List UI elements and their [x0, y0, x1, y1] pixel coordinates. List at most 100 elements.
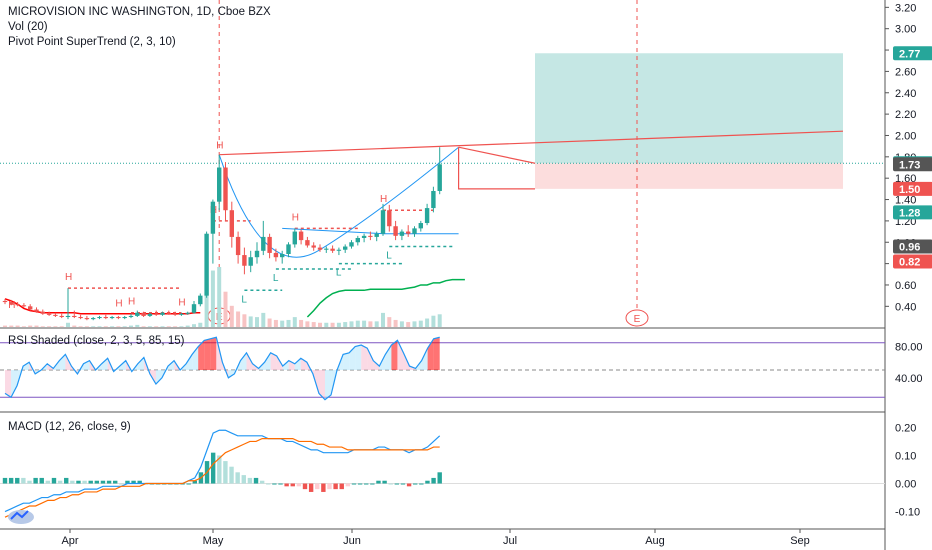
macd-histogram-bar — [357, 483, 363, 485]
volume-bar — [343, 322, 348, 327]
pivot-high-label: H — [178, 298, 185, 309]
volume-bar — [437, 314, 442, 327]
macd-histogram-bar — [229, 466, 234, 484]
macd-tick-label: 0.10 — [895, 450, 916, 462]
macd-tick-label: 0.00 — [895, 479, 916, 491]
volume-legend[interactable]: Vol (20) — [8, 21, 48, 33]
candle-body — [412, 228, 417, 234]
rsi-shade — [349, 346, 356, 370]
volume-bar — [261, 312, 266, 327]
volume-bar — [273, 319, 278, 327]
volume-bar — [324, 322, 329, 327]
rsi-tick-label: 80.00 — [895, 342, 923, 354]
price-tick-label: 2.20 — [895, 109, 916, 121]
macd-legend: MACD (12, 26, close, 9) — [8, 420, 131, 435]
candle-body — [267, 236, 272, 253]
candle-body — [166, 312, 171, 314]
candle-body — [65, 315, 71, 317]
candle-body — [254, 250, 260, 258]
candle-body — [172, 313, 178, 315]
candle-body — [198, 295, 203, 305]
macd-histogram-bar — [266, 483, 271, 485]
volume-bar — [412, 321, 417, 327]
candle-body — [154, 313, 159, 315]
supertrend-legend[interactable]: Pivot Point SuperTrend (2, 3, 10) — [8, 36, 176, 48]
macd-histogram-bar — [210, 452, 216, 484]
candle-body — [109, 317, 115, 319]
candle-body — [229, 210, 234, 237]
macd-histogram-bar — [88, 480, 93, 484]
rsi-shade — [155, 370, 162, 385]
price-badge — [893, 157, 932, 172]
candle-body — [217, 167, 222, 202]
macd-line — [4, 429, 441, 513]
macd-histogram-bar — [186, 483, 191, 485]
macd-histogram-bar — [33, 477, 38, 484]
candle-body — [431, 191, 436, 209]
price-badge-label: 2.77 — [899, 48, 920, 60]
candle-body — [147, 313, 153, 316]
tradingview-logo-icon[interactable] — [6, 507, 36, 525]
macd-histogram-bar — [333, 483, 338, 490]
candle-body — [305, 240, 310, 246]
volume-bar — [418, 320, 423, 327]
volume-bar — [311, 322, 316, 327]
supertrend-up-line — [306, 278, 465, 318]
pivot-low-label: L — [386, 251, 392, 262]
macd-histogram-bar — [223, 461, 228, 484]
macd-histogram-bar — [57, 480, 63, 484]
candle-body — [418, 223, 423, 229]
volume-bar — [72, 325, 77, 327]
volume-bar — [425, 318, 430, 327]
volume-bar — [141, 326, 146, 327]
volume-bar — [179, 326, 184, 327]
macd-legend-label[interactable]: MACD (12, 26, close, 9) — [8, 421, 131, 433]
candle-body — [40, 311, 45, 314]
volume-bar — [110, 326, 115, 327]
rsi-shade — [228, 370, 235, 378]
macd-histogram-bar — [94, 480, 100, 484]
rsi-shade — [23, 362, 30, 370]
rsi-shade — [5, 370, 12, 398]
macd-histogram-bar — [425, 480, 430, 484]
macd-histogram-bar — [27, 480, 32, 484]
rsi-shade — [137, 357, 144, 370]
macd-histogram-bar — [235, 472, 240, 484]
volume-bar — [336, 322, 341, 327]
rsi-shade — [282, 360, 289, 370]
candle-body — [210, 201, 216, 234]
candle-body — [78, 317, 83, 319]
candle-body — [336, 249, 342, 251]
pivot-low-label: L — [241, 294, 247, 305]
macd-histogram-bar — [45, 480, 51, 484]
candle-body — [84, 318, 90, 320]
volume-bar — [198, 322, 203, 327]
candle-body — [261, 236, 266, 251]
macd-histogram-bar — [217, 455, 222, 484]
rsi-legend-label[interactable]: RSI Shaded (close, 2, 3, 5, 85, 15) — [8, 335, 185, 347]
macd-histogram-bar — [100, 480, 106, 484]
candle-body — [248, 257, 253, 266]
volume-bar — [368, 321, 373, 327]
volume-bar — [53, 326, 58, 327]
macd-histogram-bar — [51, 477, 57, 484]
volume-bar — [129, 325, 133, 327]
candle-body — [116, 317, 121, 319]
rsi-shade — [361, 345, 368, 370]
pivot-high-label: H — [8, 300, 15, 311]
volume-bar — [66, 322, 70, 327]
rsi-shade — [246, 352, 253, 370]
candle-body — [387, 210, 392, 227]
volume-bar — [217, 267, 222, 327]
volume-bar — [122, 326, 127, 327]
candle-body — [242, 255, 247, 266]
price-tick-label: 2.60 — [895, 66, 916, 78]
macd-histogram-bar — [388, 483, 393, 485]
symbol-title[interactable]: MICROVISION INC WASHINGTON, 1D, Cboe BZX — [8, 6, 271, 18]
macd-histogram-bar — [119, 483, 124, 485]
macd-histogram-bar — [8, 477, 14, 484]
date-tick-label: Aug — [645, 535, 665, 547]
price-tick-label: 2.00 — [895, 130, 916, 142]
volume-bar — [116, 326, 121, 327]
macd-histogram-bar — [327, 483, 332, 490]
